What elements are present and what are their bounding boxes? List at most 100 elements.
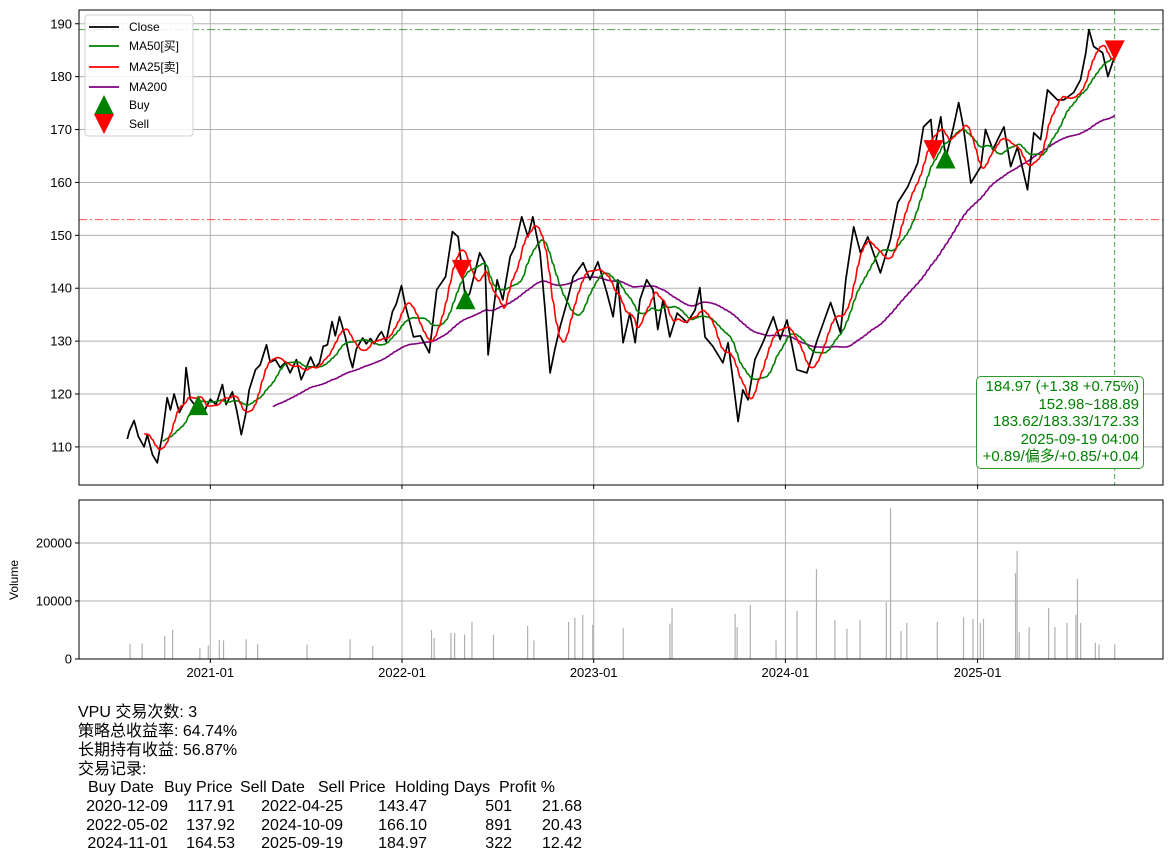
volume-bar [582,614,584,659]
legend-label: MA50[买] [129,39,179,53]
table-cell: 2022-04-25 [261,798,343,815]
volume-bar [1094,642,1096,659]
volume-bar [796,610,798,659]
volume-bar [859,620,861,659]
volume-bar [669,623,671,659]
y-tick-label: 190 [50,16,72,31]
buy-marker [188,395,209,416]
volume-grid [79,500,1163,660]
volume-bar [900,631,902,659]
volume-bar [171,629,174,659]
y-tick-label: 120 [50,387,72,402]
volume-bar [1098,644,1100,659]
sell-marker [451,259,472,280]
y-tick-label: 110 [51,439,72,454]
table-cell: 2024-11-01 [87,835,168,852]
volume-bar [1014,573,1017,659]
y-tick-label: 160 [50,175,72,190]
volume-bar [885,602,887,659]
volume-bar [430,629,433,659]
volume-bar [218,639,220,659]
volume-bar [1066,623,1068,659]
table-cell: 137.92 [186,816,235,834]
strategy-return: 策略总收益率: 64.74% [78,723,238,740]
volume-bar [889,508,892,659]
volume-bar [1028,627,1030,659]
volume-bar [471,621,473,659]
volume-bar [372,646,374,659]
volume-bar [622,628,624,659]
table-header: Buy Price [164,779,233,796]
axis-ticks: 110 120 130 140 150 160 170 180 190 0 10000 20000 20… [36,16,1002,680]
table-header: Profit % [499,779,556,796]
legend-sell-triangle-icon [94,114,114,134]
table-cell: 164.53 [186,835,235,852]
volume-bar [846,628,848,659]
volume-bar [979,623,981,659]
close-line [126,28,1116,464]
volume-bar [567,621,570,659]
x-tick-label: 2025-01 [954,665,1002,680]
table-cell: 2020-12-09 [86,798,168,815]
volume-y-tick-label: 20000 [36,535,72,550]
legend-label: Close [129,20,160,34]
volume-bar [207,645,209,659]
volume-bar [433,638,435,659]
table-header: Sell Date [240,779,305,796]
table-cell: 2022-05-02 [86,816,168,834]
volume-bar [972,618,974,659]
volume-bar [592,624,594,659]
volume-bar [982,618,985,659]
ma50-line [162,56,1116,442]
table-header: Buy Date [88,779,154,796]
y-tick-label: 170 [50,122,72,137]
volume-bar [492,634,495,659]
legend-label: Buy [129,98,150,112]
table-cell: 184.97 [378,835,427,852]
volume-bar [199,647,201,659]
info-datetime: 2025-09-19 04:00 [1020,430,1139,448]
volume-bar [1076,578,1079,659]
buy-marker [455,289,476,310]
volume-bar [936,621,938,659]
info-signals: +0.89/偏多/+0.85/+0.04 [982,448,1139,466]
info-range: 152.98~188.89 [1038,395,1139,413]
volume-bar [1054,627,1056,659]
volume-bar [245,639,247,659]
price-axes-frame [78,9,1164,486]
sell-marker [923,140,944,161]
volume-bar [1048,607,1050,659]
volume-bar [815,569,818,659]
volume-bar [775,640,777,659]
volume-axes-frame [78,499,1164,660]
volume-bar [463,634,466,659]
volume-bar [962,617,965,659]
volume-bar [349,639,351,659]
table-cell: 12.42 [541,835,582,852]
table-cell: 143.47 [378,798,427,815]
x-tick-label: 2022-01 [378,665,426,680]
volume-bar [736,627,738,659]
buy-hold-return: 长期持有收益: 56.87% [78,742,238,759]
y-tick-label: 140 [50,281,72,296]
volume-bar [164,635,166,659]
legend-buy-triangle-icon [94,95,114,115]
legend: Close MA50[买] MA25[卖] MA200 Buy Sell [84,14,194,137]
volume-bar [1080,623,1082,659]
legend-label: MA200 [129,80,167,94]
table-header: Sell Price [318,779,386,796]
volume-bar [533,640,535,659]
sell-marker [1104,40,1125,61]
volume-y-tick-label: 10000 [36,593,72,608]
trade-count: VPU 交易次数: 3 [78,704,198,721]
price-series [126,28,1116,464]
y-tick-label: 150 [50,228,72,243]
volume-bar [454,632,456,659]
info-last-price: 184.97 (+1.38 +0.75%) [985,378,1139,395]
trade-markers [188,40,1125,416]
info-moving-averages: 183.62/183.33/172.33 [993,413,1139,431]
ma200-line [272,114,1116,408]
table-cell: 21.68 [541,798,582,815]
table-cell: 322 [485,835,512,852]
volume-axis-label: Volume [7,560,21,600]
